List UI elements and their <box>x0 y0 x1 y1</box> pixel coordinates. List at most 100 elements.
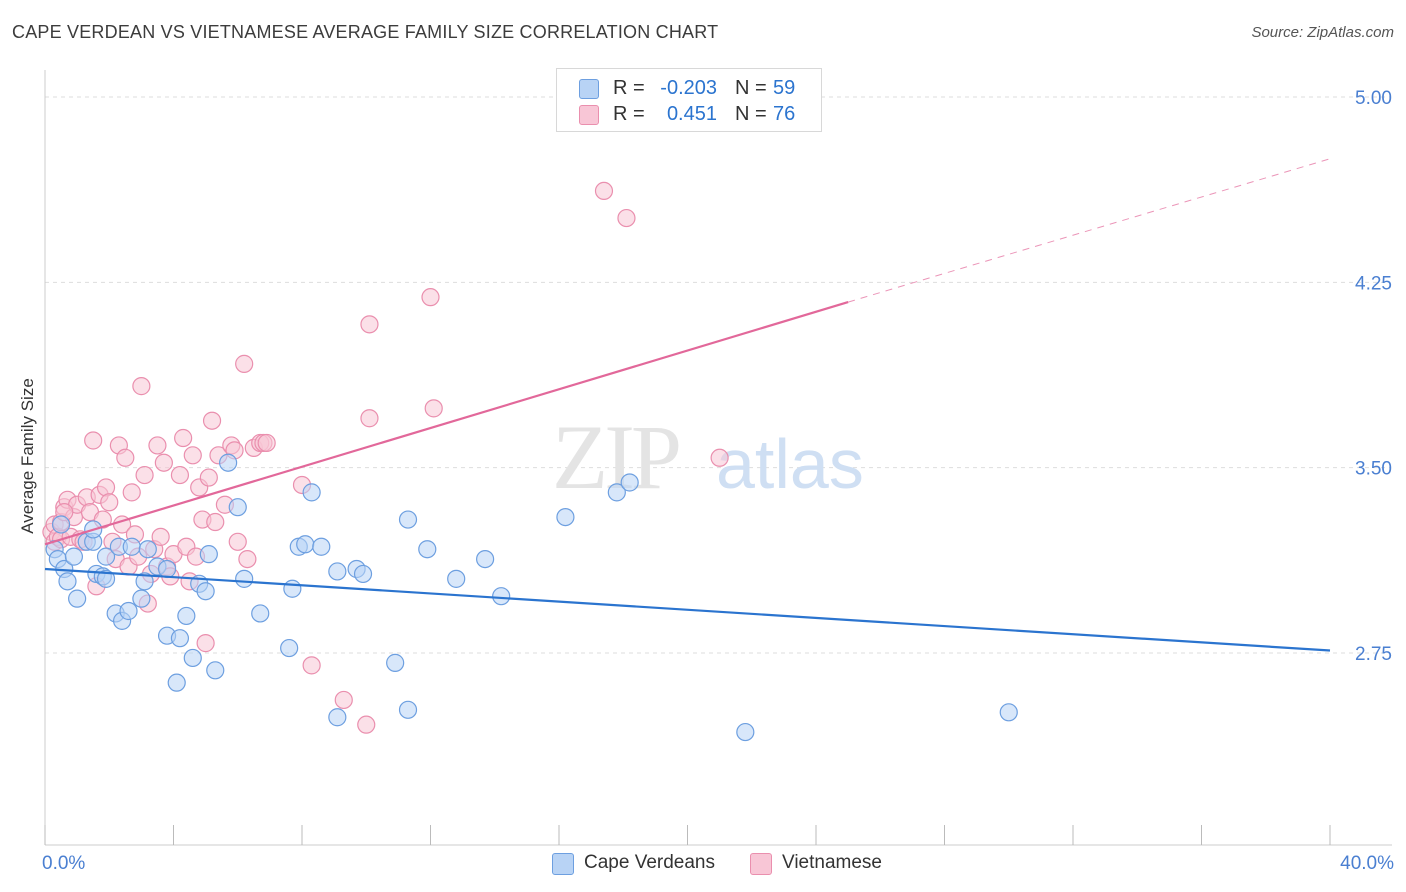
data-point <box>154 453 173 472</box>
y-tick-label: 5.00 <box>1355 88 1392 109</box>
data-point <box>476 549 495 569</box>
data-point <box>556 507 575 527</box>
cape-verdean-points <box>45 453 1018 742</box>
data-point <box>594 181 614 201</box>
x-tick-label: 0.0% <box>42 853 85 874</box>
r-label: R = <box>613 103 645 125</box>
data-point <box>999 703 1018 722</box>
correlation-legend: R = -0.203 N = 59 R = 0.451 N = 76 <box>556 68 822 132</box>
data-point <box>199 545 218 564</box>
n-label: N = <box>735 77 767 99</box>
data-point <box>196 582 215 601</box>
data-point <box>202 411 222 430</box>
data-point <box>122 483 141 502</box>
data-point <box>96 569 116 588</box>
data-point <box>280 638 299 658</box>
data-point <box>96 478 116 497</box>
data-point <box>353 564 373 584</box>
data-point <box>447 569 466 588</box>
legend-row-cape-verdeans: R = -0.203 N = 59 <box>557 75 821 101</box>
data-point <box>157 559 177 579</box>
data-point <box>219 453 238 472</box>
data-point <box>206 512 225 532</box>
legend-vietnamese: Vietnamese <box>782 852 882 873</box>
cape-verdean-trend-line <box>44 567 1331 652</box>
vietnamese-trend-extension <box>847 158 1331 303</box>
data-point <box>151 527 170 546</box>
data-point <box>170 629 190 648</box>
data-point <box>228 532 247 551</box>
vietnamese-swatch <box>750 853 772 875</box>
axes: 0.0% 40.0% <box>42 70 1394 874</box>
data-point <box>177 606 196 626</box>
data-point <box>135 465 154 485</box>
y-tick-label: 3.50 <box>1355 459 1392 480</box>
n-label: N = <box>735 103 767 125</box>
data-point <box>398 510 418 529</box>
watermark: ZIP atlas <box>552 406 864 508</box>
data-point <box>183 648 202 668</box>
data-point <box>206 661 225 680</box>
data-point <box>64 547 84 566</box>
r-label: R = <box>613 77 645 99</box>
data-point <box>119 601 138 621</box>
data-point <box>398 700 418 719</box>
n-value: 76 <box>773 103 796 125</box>
data-point <box>238 549 257 569</box>
r-value: -0.203 <box>660 77 717 99</box>
data-point <box>132 589 151 608</box>
blue-swatch <box>579 79 599 99</box>
data-point <box>68 589 87 608</box>
data-point <box>199 468 218 487</box>
data-point <box>148 436 167 455</box>
data-point <box>386 653 405 672</box>
data-point <box>418 540 437 559</box>
data-point <box>196 634 215 653</box>
data-point <box>51 515 71 534</box>
legend-row-vietnamese: R = 0.451 N = 76 <box>557 101 821 127</box>
legend-cape-verdeans: Cape Verdeans <box>584 852 715 873</box>
data-point <box>607 483 626 502</box>
data-point <box>334 690 353 710</box>
data-point <box>183 446 202 465</box>
data-point <box>360 315 379 334</box>
data-point <box>100 493 119 512</box>
n-value: 59 <box>773 77 796 99</box>
y-tick-label: 2.75 <box>1355 644 1392 665</box>
pink-swatch <box>579 105 599 125</box>
data-point <box>421 288 440 307</box>
data-point <box>122 537 141 556</box>
data-point <box>116 448 135 467</box>
data-point <box>424 399 443 418</box>
data-point <box>328 708 347 727</box>
data-point <box>620 473 639 492</box>
data-point <box>58 572 77 591</box>
data-point <box>132 377 151 396</box>
cape-verdeans-swatch <box>552 853 574 875</box>
data-point <box>257 433 276 453</box>
data-point <box>283 579 302 598</box>
x-tick-label: 40.0% <box>1340 853 1394 874</box>
source-label: Source: ZipAtlas.com <box>1251 24 1394 41</box>
chart-title: CAPE VERDEAN VS VIETNAMESE AVERAGE FAMIL… <box>12 22 719 42</box>
data-point <box>302 483 321 502</box>
data-point <box>302 656 321 675</box>
data-point <box>328 562 347 581</box>
data-point <box>84 431 103 450</box>
watermark-atlas: atlas <box>716 425 864 503</box>
data-point <box>174 428 193 448</box>
r-value: 0.451 <box>666 103 717 125</box>
data-point <box>235 354 254 373</box>
data-point <box>167 673 186 692</box>
y-axis-label: Average Family Size <box>18 378 37 534</box>
data-point <box>228 498 247 517</box>
data-point <box>736 722 755 742</box>
y-tick-label: 4.25 <box>1355 273 1392 294</box>
data-point <box>710 448 729 467</box>
data-point <box>357 715 376 734</box>
data-point <box>296 535 315 554</box>
grid-lines: 2.75 3.50 4.25 5.00 <box>45 88 1392 665</box>
data-point <box>170 465 190 485</box>
data-point <box>135 572 154 591</box>
